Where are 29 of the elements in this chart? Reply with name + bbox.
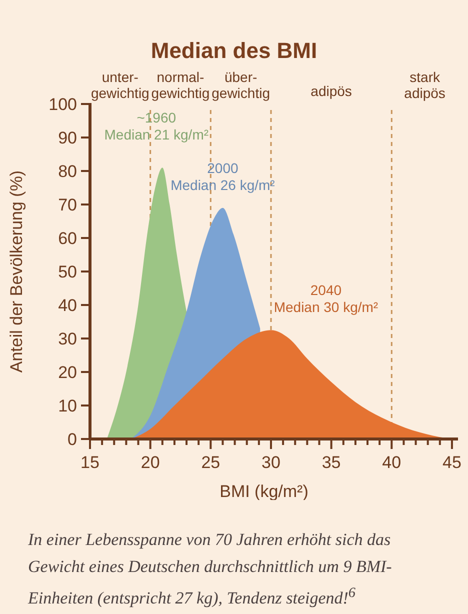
series-label: 2040 Median 30 kg/m² [274,282,378,316]
text: 2000 Median 26 kg/m² [170,160,276,193]
x-tick-label: 30 [262,453,280,472]
y-tick-label: 80 [58,162,77,181]
text: über- gewichtig [212,69,270,101]
y-axis-title: Anteil der Bevölkerung (%) [7,170,26,373]
text: normal- gewichtig [151,69,210,101]
y-tick-label: 40 [58,296,77,315]
y-tick-label: 10 [58,396,77,416]
y-tick-label: 0 [68,430,77,449]
x-tick-label: 40 [382,453,402,472]
text: unter- gewichtig [90,69,150,101]
y-tick-label: 50 [58,262,77,282]
text: stark adipös [404,69,446,101]
chart-title: Median des BMI [150,38,318,63]
y-tick-label: 20 [58,362,77,382]
text: adipös [310,83,352,99]
x-tick-label: 45 [442,453,462,472]
x-tick-label: 20 [140,453,160,472]
y-tick-label: 100 [48,94,77,114]
y-tick-label: 70 [58,195,77,214]
text: In einer Lebensspanne von 70 Jahren erhöht sich das Gewicht eines Deutschen durchschnittlich um 9 BMI-Einheiten (entspricht 27 kg), Tendenz steigend!$^{6}$ [28,529,393,610]
y-tick-label: 90 [58,128,77,148]
text: ~1960 Median 21 kg/m² [104,110,209,143]
y-tick-label: 60 [58,228,77,248]
x-tick-label: 15 [80,453,100,472]
y-tick-label: 30 [58,329,77,348]
x-tick-label: 35 [322,453,341,472]
x-tick-label: 25 [201,453,220,472]
